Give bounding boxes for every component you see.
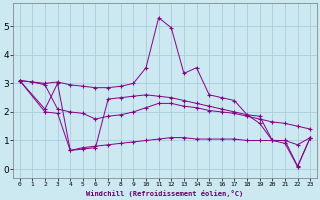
- X-axis label: Windchill (Refroidissement éolien,°C): Windchill (Refroidissement éolien,°C): [86, 190, 244, 197]
